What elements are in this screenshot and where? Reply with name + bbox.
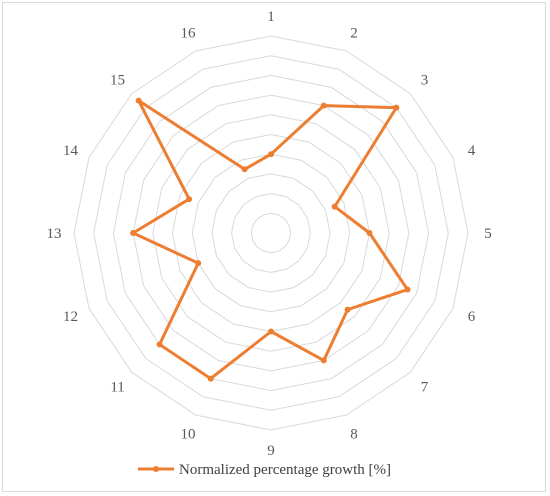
- data-point: [186, 196, 193, 203]
- data-point: [241, 166, 248, 173]
- data-point: [366, 230, 373, 236]
- grid-ring: [152, 114, 390, 352]
- category-label: 1: [267, 9, 275, 25]
- grid-ring: [73, 35, 469, 431]
- grid-ring: [231, 193, 311, 273]
- legend-label: Normalized percentage growth [%]: [179, 462, 391, 478]
- category-label: 11: [110, 379, 124, 395]
- data-point: [268, 328, 274, 335]
- grid-ring: [132, 94, 410, 372]
- category-label: 3: [421, 73, 429, 89]
- grid-ring: [93, 55, 449, 411]
- category-label: 12: [63, 309, 78, 325]
- data-point: [135, 97, 142, 104]
- legend: Normalized percentage growth [%]: [138, 462, 391, 478]
- grid-ring: [171, 133, 371, 333]
- category-label: 2: [350, 26, 358, 42]
- data-point: [331, 203, 338, 210]
- data-point: [207, 375, 214, 382]
- grid-ring: [191, 153, 351, 313]
- category-label: 7: [421, 379, 429, 395]
- data-point: [344, 306, 351, 313]
- grid-ring: [112, 74, 430, 392]
- data-point: [393, 104, 400, 111]
- category-label: 9: [267, 443, 275, 459]
- chart-area: 1 2 3 4 5 6 7 8 9 10 11 12 13 14 15 16 Normalized perce…: [2, 2, 546, 492]
- data-point: [130, 230, 137, 236]
- series-layer: [130, 97, 411, 382]
- category-label: 6: [468, 309, 476, 325]
- data-point: [320, 102, 327, 109]
- data-point: [156, 341, 163, 348]
- category-label: 14: [63, 143, 79, 159]
- category-label: 13: [47, 226, 62, 242]
- category-label: 15: [110, 73, 125, 89]
- grid-ring: [211, 173, 331, 293]
- grid-ring: [250, 212, 292, 254]
- data-point: [195, 260, 202, 267]
- category-label: 10: [180, 426, 195, 442]
- data-point: [404, 286, 411, 293]
- category-label: 16: [180, 26, 196, 42]
- category-label: 5: [484, 226, 492, 242]
- category-label: 8: [350, 426, 358, 442]
- data-point: [320, 357, 327, 364]
- legend-point-marker: [153, 466, 159, 472]
- data-point: [268, 151, 274, 158]
- category-label: 4: [468, 143, 476, 159]
